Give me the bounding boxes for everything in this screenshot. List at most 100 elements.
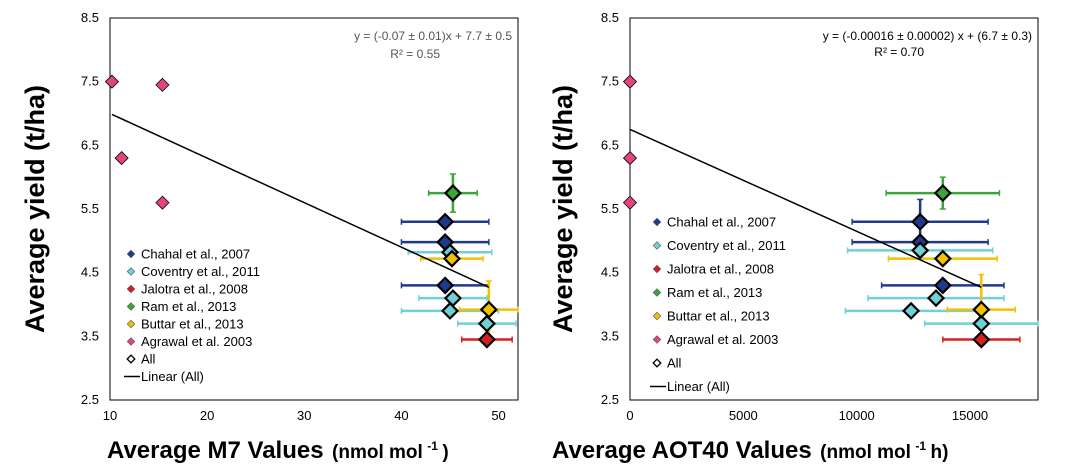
- x-tick-label: 0: [626, 408, 633, 423]
- legend-swatch-jalotra-et-al-2008: [126, 284, 136, 294]
- y-tick-labels: 2.5 3.5 4.5 5.5 6.5 7.5 8.5: [601, 10, 619, 407]
- y-tick-label: 4.5: [601, 265, 619, 280]
- x-axis-title: Average M7 Values: [107, 437, 324, 464]
- legend-swatch-all: [126, 354, 136, 364]
- equation-label: y = (-0.07 ± 0.01)x + 7.7 ± 0.5: [354, 29, 512, 43]
- x-tick-label: 5000: [729, 408, 758, 423]
- legend-swatch-buttar-et-al-2013: [126, 319, 136, 329]
- x-axis-unit-close: ): [442, 442, 448, 463]
- data-point-chahal-et-al-2007: [911, 212, 930, 231]
- data-marks: [622, 74, 1039, 349]
- legend-label: Agrawal et al. 2003: [667, 332, 778, 347]
- data-point-coventry-et-al-2011: [477, 314, 496, 333]
- x-axis-unit-close: h): [931, 442, 949, 463]
- data-point-agrawal-et-al-2003: [622, 151, 638, 166]
- chart-panel-aot40: 2.5 3.5 4.5 5.5 6.5 7.5 8.5 0 5000 10000 15000 y …: [548, 10, 1039, 464]
- data-point-jalotra-et-al-2008: [972, 330, 991, 349]
- r-squared-label: R² = 0.55: [390, 47, 440, 61]
- x-tick-label: 50: [491, 408, 505, 423]
- x-tick-label: 40: [394, 408, 408, 423]
- r-squared-label: R² = 0.70: [874, 45, 924, 59]
- legend-label: Ram et al., 2013: [141, 299, 236, 314]
- data-point-chahal-et-al-2007: [933, 276, 952, 295]
- x-tick-labels: 10 20 30 40 50: [103, 408, 506, 423]
- y-tick-label: 4.5: [81, 265, 99, 280]
- data-point-chahal-et-al-2007: [436, 212, 455, 231]
- legend-swatch-buttar-et-al-2013: [652, 311, 662, 321]
- data-point-agrawal-et-al-2003: [155, 77, 170, 92]
- legend-label: Buttar et al., 2013: [141, 317, 244, 332]
- y-tick-label: 8.5: [81, 10, 99, 25]
- data-point-agrawal-et-al-2003: [104, 74, 120, 89]
- legend-label: All: [667, 356, 682, 371]
- y-tick-label: 2.5: [81, 392, 99, 407]
- data-point-agrawal-et-al-2003: [622, 195, 638, 210]
- data-point-ram-et-al-2013: [443, 184, 462, 203]
- x-tick-label: 30: [297, 408, 311, 423]
- data-point-coventry-et-al-2011: [440, 301, 460, 320]
- plot-area: [109, 17, 519, 401]
- x-tick-label: 10: [103, 408, 117, 423]
- legend-swatch-coventry-et-al-2011: [652, 241, 662, 250]
- legend-label: Buttar et al., 2013: [667, 309, 770, 324]
- y-axis-label: Average yield (t/ha): [548, 85, 578, 333]
- legend-swatch-agrawal-et-al-2003: [652, 335, 662, 344]
- y-tick-label: 6.5: [81, 137, 99, 152]
- legend-label: Coventry et al., 2011: [667, 238, 786, 253]
- legend-swatch-coventry-et-al-2011: [126, 267, 136, 276]
- y-tick-label: 6.5: [601, 137, 619, 152]
- x-tick-label: 20: [200, 408, 214, 423]
- legend-label: Linear (All): [667, 379, 730, 394]
- legend-label: All: [141, 352, 156, 367]
- y-tick-label: 5.5: [81, 201, 99, 216]
- data-point-coventry-et-al-2011: [911, 241, 930, 260]
- x-tick-label: 10000: [839, 408, 875, 423]
- legend-label: Jalotra et al., 2008: [141, 282, 248, 297]
- y-tick-label: 7.5: [81, 74, 99, 89]
- x-tick-label: 15000: [952, 408, 988, 423]
- data-point-agrawal-et-al-2003: [622, 74, 638, 89]
- trend-line: [629, 128, 982, 288]
- data-point-agrawal-et-al-2003: [155, 195, 170, 210]
- y-tick-label: 3.5: [81, 328, 99, 343]
- legend-label: Chahal et al., 2007: [141, 247, 250, 262]
- legend-swatch-chahal-et-al-2007: [126, 249, 136, 259]
- legend-label: Agrawal et al. 2003: [141, 334, 252, 349]
- x-tick-labels: 0 5000 10000 15000: [626, 408, 988, 423]
- x-axis-title: Average AOT40 Values: [552, 437, 812, 464]
- legend-swatch-all: [652, 358, 662, 368]
- data-point-buttar-et-al-2013: [479, 300, 498, 319]
- x-axis-label: Average M7 Values (nmol mol -1 ): [107, 437, 449, 464]
- data-point-coventry-et-al-2011: [902, 301, 921, 320]
- x-axis-unit-superscript: -1: [427, 439, 438, 453]
- legend-label: Ram et al., 2013: [667, 285, 762, 300]
- legend-label: Coventry et al., 2011: [141, 264, 260, 279]
- legend: Chahal et al., 2007 Coventry et al., 2011…: [650, 215, 786, 394]
- legend-label: Linear (All): [141, 369, 204, 384]
- legend-label: Jalotra et al., 2008: [667, 262, 774, 277]
- data-point-buttar-et-al-2013: [933, 249, 952, 268]
- y-axis-label: Average yield (t/ha): [20, 85, 50, 333]
- x-axis-unit: (nmol mol: [820, 442, 911, 463]
- legend-swatch-chahal-et-al-2007: [652, 217, 662, 227]
- trend-line: [111, 113, 490, 288]
- y-tick-label: 2.5: [601, 392, 619, 407]
- data-point-coventry-et-al-2011: [926, 289, 946, 308]
- legend-swatch-ram-et-al-2013: [126, 302, 136, 311]
- x-axis-unit-superscript: -1: [915, 439, 926, 453]
- y-tick-labels: 2.5 3.5 4.5 5.5 6.5 7.5 8.5: [81, 10, 99, 407]
- equation-label: y = (-0.00016 ± 0.00002) x + (6.7 ± 0.3): [823, 29, 1032, 43]
- y-tick-label: 5.5: [601, 201, 619, 216]
- data-point-ram-et-al-2013: [933, 184, 952, 203]
- x-axis-label: Average AOT40 Values (nmol mol -1 h): [552, 437, 948, 464]
- y-tick-label: 3.5: [601, 328, 619, 343]
- data-point-coventry-et-al-2011: [443, 289, 462, 308]
- y-tick-label: 7.5: [601, 74, 619, 89]
- data-point-chahal-et-al-2007: [436, 276, 455, 295]
- data-marks: [104, 74, 519, 349]
- legend-swatch-agrawal-et-al-2003: [126, 337, 136, 346]
- data-point-buttar-et-al-2013: [442, 249, 461, 268]
- legend-swatch-jalotra-et-al-2008: [652, 264, 662, 274]
- data-point-jalotra-et-al-2008: [477, 330, 496, 349]
